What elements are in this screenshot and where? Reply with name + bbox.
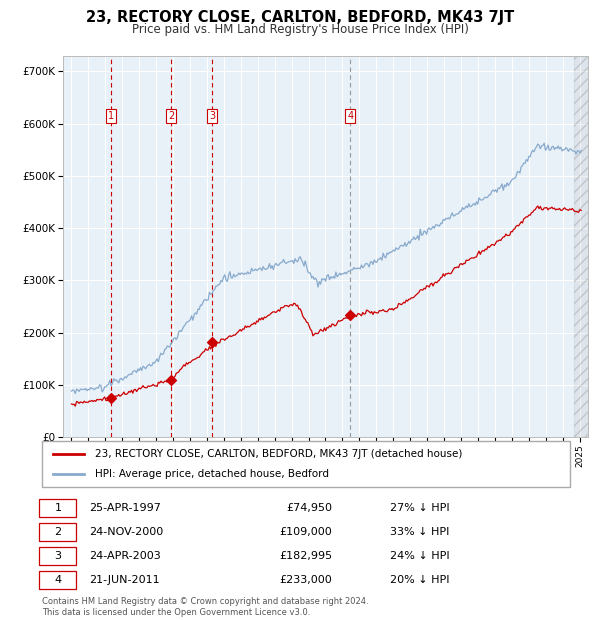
Text: 4: 4 bbox=[347, 111, 353, 121]
Text: 23, RECTORY CLOSE, CARLTON, BEDFORD, MK43 7JT: 23, RECTORY CLOSE, CARLTON, BEDFORD, MK4… bbox=[86, 10, 514, 25]
Text: 21-JUN-2011: 21-JUN-2011 bbox=[89, 575, 160, 585]
Text: HPI: Average price, detached house, Bedford: HPI: Average price, detached house, Bedf… bbox=[95, 469, 329, 479]
Text: 33% ↓ HPI: 33% ↓ HPI bbox=[391, 527, 450, 537]
Bar bbox=[574, 56, 590, 437]
Text: 4: 4 bbox=[54, 575, 61, 585]
Text: £182,995: £182,995 bbox=[279, 551, 332, 561]
Text: Contains HM Land Registry data © Crown copyright and database right 2024.
This d: Contains HM Land Registry data © Crown c… bbox=[42, 598, 368, 617]
Text: £233,000: £233,000 bbox=[280, 575, 332, 585]
Point bbox=[346, 311, 355, 321]
Text: 2: 2 bbox=[168, 111, 175, 121]
Text: 27% ↓ HPI: 27% ↓ HPI bbox=[391, 503, 450, 513]
Text: 24-APR-2003: 24-APR-2003 bbox=[89, 551, 161, 561]
Text: 2: 2 bbox=[54, 527, 61, 537]
Text: £74,950: £74,950 bbox=[286, 503, 332, 513]
Point bbox=[208, 337, 217, 347]
Text: £109,000: £109,000 bbox=[280, 527, 332, 537]
Text: 24-NOV-2000: 24-NOV-2000 bbox=[89, 527, 164, 537]
Text: 3: 3 bbox=[55, 551, 61, 561]
Point bbox=[167, 375, 176, 385]
FancyBboxPatch shape bbox=[40, 571, 76, 590]
Point bbox=[106, 393, 115, 403]
Text: 24% ↓ HPI: 24% ↓ HPI bbox=[391, 551, 450, 561]
Text: Price paid vs. HM Land Registry's House Price Index (HPI): Price paid vs. HM Land Registry's House … bbox=[131, 23, 469, 36]
Text: 1: 1 bbox=[55, 503, 61, 513]
Bar bbox=[574, 56, 590, 437]
Text: 25-APR-1997: 25-APR-1997 bbox=[89, 503, 161, 513]
FancyBboxPatch shape bbox=[40, 498, 76, 517]
FancyBboxPatch shape bbox=[40, 523, 76, 541]
FancyBboxPatch shape bbox=[40, 547, 76, 565]
Text: 23, RECTORY CLOSE, CARLTON, BEDFORD, MK43 7JT (detached house): 23, RECTORY CLOSE, CARLTON, BEDFORD, MK4… bbox=[95, 449, 462, 459]
Text: 3: 3 bbox=[209, 111, 215, 121]
Text: 1: 1 bbox=[107, 111, 113, 121]
Text: 20% ↓ HPI: 20% ↓ HPI bbox=[391, 575, 450, 585]
